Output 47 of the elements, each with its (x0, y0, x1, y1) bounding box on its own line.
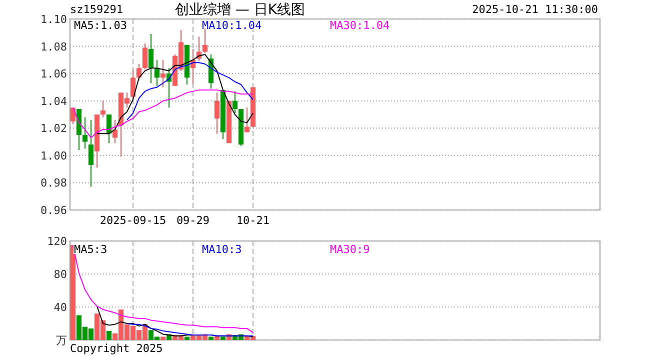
candlestick (100, 100, 106, 118)
candlestick (154, 59, 160, 86)
candlestick (160, 59, 166, 88)
bar (208, 336, 214, 340)
y-tick-label: 0.96 (40, 204, 67, 217)
candlestick (232, 90, 238, 114)
bar (220, 336, 226, 340)
candlestick (214, 92, 220, 134)
text: sz159291 (70, 3, 123, 16)
y-tick-label: 40 (54, 301, 67, 314)
candlestick (106, 114, 112, 144)
bar (70, 245, 76, 340)
y-tick-label: 1.02 (40, 122, 67, 136)
candlestick (88, 119, 94, 188)
candlestick (130, 68, 136, 100)
text: MA10:1.04 (202, 19, 262, 32)
chart-title: 创业综增 — 日K线图 (174, 2, 306, 18)
x-tick-label: 2025-09-15 (100, 214, 166, 227)
text: MA30:1.04 (330, 19, 390, 32)
y-tick-label: 1.00 (40, 149, 67, 162)
y-tick-label: 1.08 (40, 40, 67, 54)
y-tick-label: 120 (47, 235, 67, 248)
candlestick (82, 116, 88, 150)
line-series (126, 323, 254, 336)
y-tick-label: 万 (56, 334, 67, 347)
text: MA10:3 (202, 243, 242, 256)
y-tick-label: 1.04 (40, 94, 68, 108)
bar (160, 336, 166, 340)
line-series (72, 244, 254, 334)
candlestick (244, 107, 250, 133)
y-tick-label: 80 (54, 268, 67, 281)
text: Copyright 2025 (70, 342, 163, 355)
candlestick (112, 119, 118, 144)
y-tick-label: 1.10 (40, 13, 67, 26)
text: MA5:1.03 (74, 19, 127, 32)
candlestick (202, 28, 208, 54)
candlestick (148, 34, 154, 84)
text: MA30:9 (330, 243, 370, 256)
y-tick-label: 1.06 (40, 68, 67, 81)
candlestick (136, 64, 142, 81)
candlestick (142, 43, 148, 70)
y-tick-label: 0.98 (40, 176, 67, 190)
x-tick-label: 10-21 (236, 214, 270, 227)
x-tick-label: 09-29 (176, 214, 210, 227)
text: 2025-10-21 11:30:00 (472, 3, 598, 16)
bar (106, 330, 112, 340)
bar (184, 336, 190, 340)
